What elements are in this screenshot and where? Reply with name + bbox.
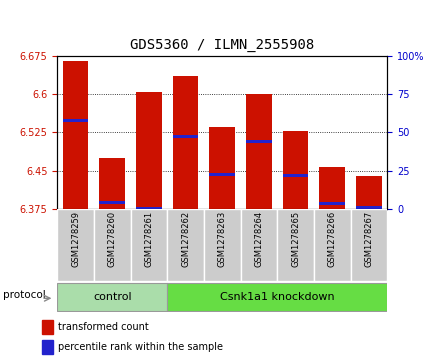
Bar (209, 127, 235, 209)
Text: GSM1278264: GSM1278264 (254, 211, 264, 267)
FancyBboxPatch shape (167, 209, 204, 281)
FancyBboxPatch shape (204, 209, 241, 281)
Bar (319, 202, 345, 205)
Bar (99, 201, 125, 204)
Bar (136, 92, 162, 209)
Bar (173, 135, 198, 138)
Text: transformed count: transformed count (58, 322, 149, 332)
FancyBboxPatch shape (167, 283, 387, 311)
Bar (283, 174, 308, 177)
Text: GSM1278265: GSM1278265 (291, 211, 300, 267)
Text: Csnk1a1 knockdown: Csnk1a1 knockdown (220, 292, 334, 302)
Text: GSM1278261: GSM1278261 (144, 211, 154, 267)
FancyBboxPatch shape (57, 209, 94, 281)
Text: control: control (93, 292, 132, 302)
Bar (246, 94, 272, 209)
Bar (356, 206, 382, 209)
FancyBboxPatch shape (94, 209, 131, 281)
Text: GSM1278266: GSM1278266 (328, 211, 337, 267)
Bar (356, 176, 382, 209)
Text: percentile rank within the sample: percentile rank within the sample (58, 342, 223, 352)
Text: GSM1278262: GSM1278262 (181, 211, 190, 267)
Text: GSM1278260: GSM1278260 (108, 211, 117, 267)
Bar (63, 61, 88, 209)
Text: protocol: protocol (3, 290, 46, 300)
Bar (209, 173, 235, 176)
Bar (63, 119, 88, 122)
Text: GSM1278267: GSM1278267 (364, 211, 374, 267)
FancyBboxPatch shape (351, 209, 387, 281)
Bar (319, 167, 345, 209)
Bar (173, 76, 198, 209)
Bar (99, 158, 125, 209)
Bar (42, 320, 53, 334)
Bar (246, 140, 272, 143)
Bar (283, 131, 308, 209)
Text: GSM1278259: GSM1278259 (71, 211, 80, 267)
FancyBboxPatch shape (131, 209, 167, 281)
FancyBboxPatch shape (314, 209, 351, 281)
Title: GDS5360 / ILMN_2555908: GDS5360 / ILMN_2555908 (130, 38, 314, 53)
Bar (42, 340, 53, 354)
Bar (136, 207, 162, 210)
FancyBboxPatch shape (57, 283, 167, 311)
Text: GSM1278263: GSM1278263 (218, 211, 227, 267)
FancyBboxPatch shape (277, 209, 314, 281)
FancyBboxPatch shape (241, 209, 277, 281)
